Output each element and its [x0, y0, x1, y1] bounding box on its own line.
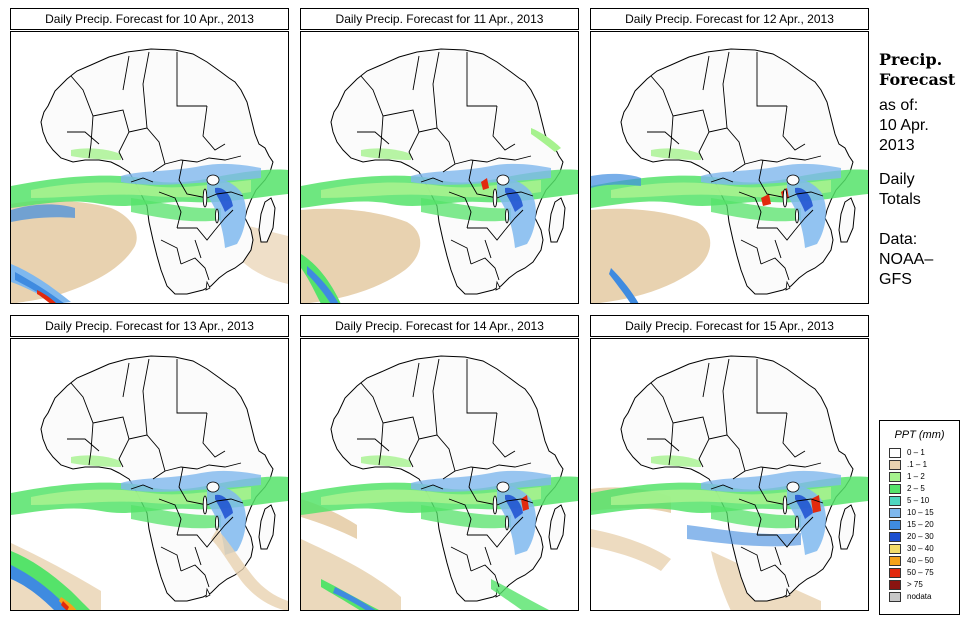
totals-line2: Totals	[879, 191, 921, 208]
forecast-panel-apr-10: Daily Precip. Forecast for 10 Apr., 2013	[10, 8, 289, 304]
legend-label: .1 – 1	[907, 460, 928, 469]
legend-item: 15 – 20	[889, 520, 957, 531]
data-source-line2: NOAA–	[879, 251, 934, 268]
legend-swatch	[889, 460, 901, 470]
precip-map[interactable]	[590, 31, 869, 304]
legend-swatch	[889, 544, 901, 554]
legend-item: nodata	[889, 592, 957, 603]
as-of-label: as of:	[879, 97, 919, 114]
legend-swatch	[889, 556, 901, 566]
legend-swatch	[889, 484, 901, 494]
legend-label: 15 – 20	[907, 520, 934, 529]
legend-item: 30 – 40	[889, 544, 957, 555]
legend-label: 1 – 2	[907, 472, 925, 481]
legend-title: PPT (mm)	[894, 429, 945, 441]
legend-item: 40 – 50	[889, 556, 957, 567]
legend-label: 0 – 1	[907, 448, 925, 457]
forecast-panel-apr-12: Daily Precip. Forecast for 12 Apr., 2013	[590, 8, 869, 304]
legend-label: 40 – 50	[907, 556, 934, 565]
legend-swatch	[889, 520, 901, 530]
panel-title: Daily Precip. Forecast for 11 Apr., 2013	[300, 8, 579, 30]
as-of-date-line1: 10 Apr.	[879, 117, 929, 134]
legend-item: 50 – 75	[889, 568, 957, 579]
precip-map[interactable]	[10, 338, 289, 611]
forecast-panel-apr-14: Daily Precip. Forecast for 14 Apr., 2013	[300, 315, 579, 611]
legend-item: 20 – 30	[889, 532, 957, 543]
legend-label: 30 – 40	[907, 544, 934, 553]
legend-swatch	[889, 472, 901, 482]
forecast-panel-apr-15: Daily Precip. Forecast for 15 Apr., 2013	[590, 315, 869, 611]
precip-map[interactable]	[590, 338, 869, 611]
precip-map[interactable]	[10, 31, 289, 304]
legend-swatch	[889, 448, 901, 458]
precip-map[interactable]	[300, 338, 579, 611]
legend-label: 5 – 10	[907, 496, 930, 505]
panel-title: Daily Precip. Forecast for 12 Apr., 2013	[590, 8, 869, 30]
legend-label: > 75	[907, 580, 923, 589]
legend-item: 5 – 10	[889, 496, 957, 507]
panel-title: Daily Precip. Forecast for 10 Apr., 2013	[10, 8, 289, 30]
legend-label: 10 – 15	[907, 508, 934, 517]
legend-swatch	[889, 592, 901, 602]
data-source-line1: Data:	[879, 231, 918, 248]
side-heading-line2: Forecast	[879, 70, 956, 89]
forecast-panel-apr-13: Daily Precip. Forecast for 13 Apr., 2013	[10, 315, 289, 611]
forecast-panel-apr-11: Daily Precip. Forecast for 11 Apr., 2013	[300, 8, 579, 304]
legend-swatch	[889, 508, 901, 518]
legend-label: 2 – 5	[907, 484, 925, 493]
legend-item: 10 – 15	[889, 508, 957, 519]
precip-map[interactable]	[300, 31, 579, 304]
legend-label: 20 – 30	[907, 532, 934, 541]
legend-label: nodata	[907, 592, 932, 601]
totals-line1: Daily	[879, 171, 915, 188]
legend-swatch	[889, 532, 901, 542]
legend-swatch	[889, 496, 901, 506]
panel-title: Daily Precip. Forecast for 15 Apr., 2013	[590, 315, 869, 337]
legend-item: .1 – 1	[889, 460, 957, 471]
legend-swatch	[889, 568, 901, 578]
ppt-legend: PPT (mm) 0 – 1 .1 – 1 1 – 2 2 – 5 5 – 10 10 –…	[879, 420, 960, 615]
legend-item: 2 – 5	[889, 484, 957, 495]
data-source-line3: GFS	[879, 271, 912, 288]
panel-title: Daily Precip. Forecast for 14 Apr., 2013	[300, 315, 579, 337]
legend-swatch	[889, 580, 901, 590]
legend-item: > 75	[889, 580, 957, 591]
as-of-date-line2: 2013	[879, 137, 915, 154]
side-heading-line1: Precip.	[879, 50, 943, 69]
legend-item: 1 – 2	[889, 472, 957, 483]
panel-title: Daily Precip. Forecast for 13 Apr., 2013	[10, 315, 289, 337]
legend-item: 0 – 1	[889, 448, 957, 459]
legend-label: 50 – 75	[907, 568, 934, 577]
